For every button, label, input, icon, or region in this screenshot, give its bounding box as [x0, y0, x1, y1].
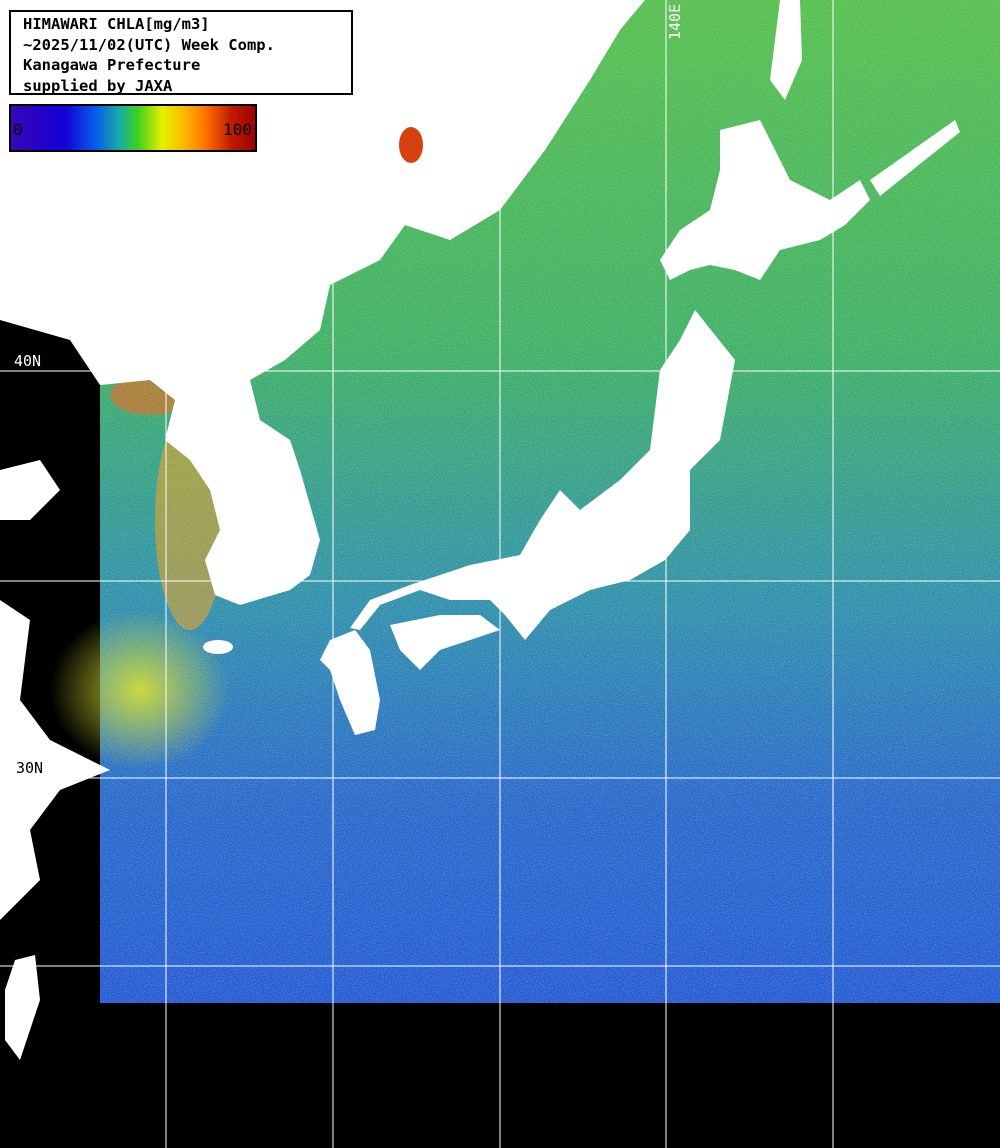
legend-title: HIMAWARI CHLA[mg/m3] [23, 15, 210, 33]
land-honshu [350, 310, 735, 640]
lat-label-40n: 40N [14, 352, 42, 370]
colorbar-max-label: 100 [223, 120, 252, 139]
colorbar: 0 100 [9, 104, 257, 152]
land-china-coast-south [0, 600, 110, 920]
land-kyushu [320, 630, 380, 735]
legend-box: HIMAWARI CHLA[mg/m3] ~2025/11/02(UTC) We… [9, 10, 353, 95]
ulleungdo-island [399, 127, 423, 163]
land-jeju [203, 640, 233, 654]
land-china-coast [0, 460, 60, 520]
land-kuril-islands [870, 120, 960, 196]
land-sakhalin [770, 0, 802, 100]
land-shikoku [390, 615, 500, 670]
legend-date: ~2025/11/02(UTC) Week Comp. [23, 35, 275, 54]
legend-region: Kanagawa Prefecture [23, 56, 201, 74]
legend-credit: supplied by JAXA [23, 76, 173, 95]
lon-label-140e: 140E [666, 3, 684, 40]
land-hokkaido [660, 120, 870, 280]
colorbar-min-label: 0 [13, 120, 23, 139]
land-taiwan [5, 955, 40, 1060]
lat-label-30n: 30N [16, 759, 44, 777]
